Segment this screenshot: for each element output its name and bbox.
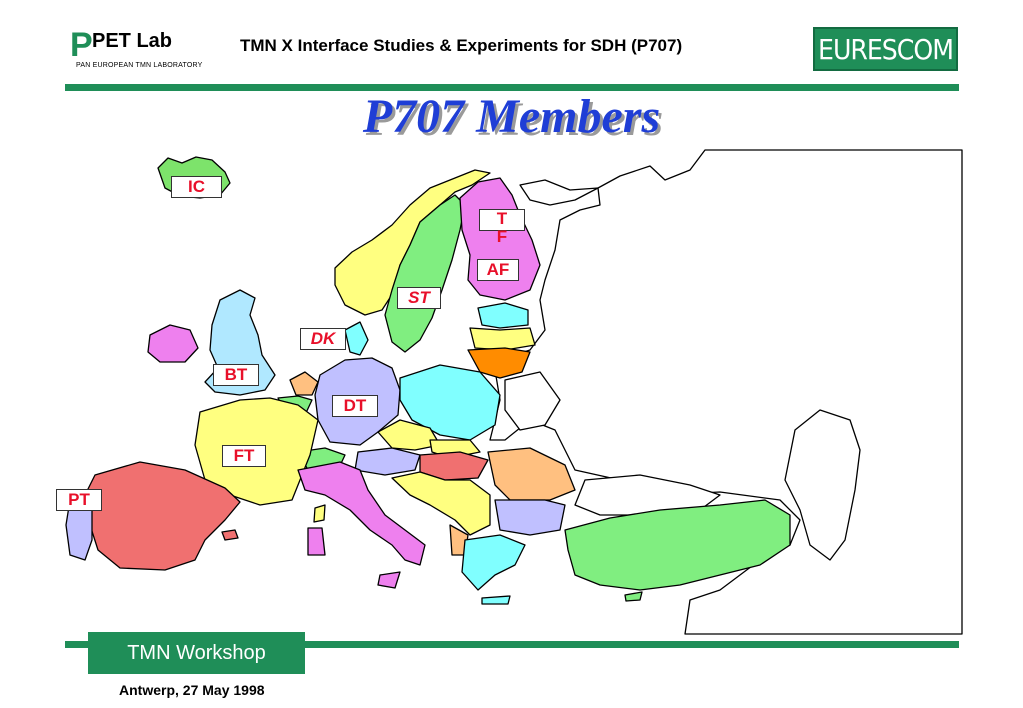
label-af: AF bbox=[477, 259, 519, 281]
sicily bbox=[377, 571, 401, 589]
logo-subtitle: PAN EUROPEAN TMN LABORATORY bbox=[76, 62, 203, 69]
label-dt: DT bbox=[332, 395, 378, 417]
yugoslavia bbox=[391, 471, 491, 536]
netherlands bbox=[289, 371, 319, 396]
header-title: TMN X Interface Studies & Experiments fo… bbox=[240, 36, 683, 55]
logo-text: PET Lab bbox=[92, 30, 173, 52]
label-bt: BT bbox=[213, 364, 259, 386]
corsica bbox=[313, 504, 326, 523]
header-divider bbox=[65, 84, 959, 91]
cyprus bbox=[624, 591, 643, 602]
eurescom-logo: EURESCOM bbox=[813, 27, 958, 71]
kola-peninsula bbox=[519, 179, 599, 206]
logo-letter: P bbox=[70, 26, 93, 64]
poland bbox=[399, 364, 501, 441]
belarus bbox=[504, 371, 561, 431]
crete bbox=[481, 595, 511, 605]
balearic bbox=[221, 529, 239, 541]
denmark bbox=[344, 321, 369, 356]
caspian-outline bbox=[784, 409, 861, 561]
label-tf: T F bbox=[479, 209, 525, 246]
sardinia bbox=[307, 527, 326, 556]
slide-title: P707 Members bbox=[362, 90, 661, 143]
footer-date: Antwerp, 27 May 1998 bbox=[119, 682, 265, 698]
sweden bbox=[384, 194, 466, 353]
workshop-badge: TMN Workshop bbox=[88, 632, 305, 674]
bulgaria bbox=[494, 499, 566, 536]
norway bbox=[334, 169, 491, 316]
label-dk: DK bbox=[300, 328, 346, 350]
greece bbox=[461, 534, 526, 591]
footer-divider bbox=[65, 641, 959, 648]
estonia bbox=[477, 302, 529, 329]
austria bbox=[354, 447, 421, 476]
label-pt: PT bbox=[56, 489, 102, 511]
ireland bbox=[147, 324, 199, 363]
romania bbox=[487, 447, 576, 501]
label-ic: IC bbox=[171, 176, 222, 198]
turkey bbox=[564, 499, 791, 591]
italy bbox=[297, 461, 426, 566]
label-ft: FT bbox=[222, 445, 266, 467]
label-st: ST bbox=[397, 287, 441, 309]
latvia bbox=[469, 327, 536, 351]
